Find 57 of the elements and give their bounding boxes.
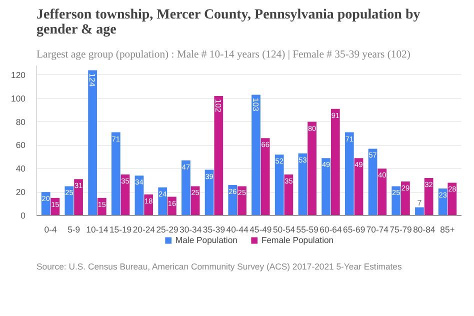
x-tick-label: 45-49 — [250, 224, 272, 234]
x-tick-label: 60-64 — [320, 224, 342, 234]
x-tick-label: 25-29 — [156, 224, 179, 234]
bar — [401, 182, 410, 216]
x-tick-label: 20-24 — [132, 224, 156, 234]
legend-label: Female Population — [261, 235, 334, 245]
x-tick-label: 10-14 — [86, 224, 108, 234]
legend-label: Male Population — [175, 235, 238, 245]
data-label: 102 — [214, 98, 223, 113]
x-tick-label: 75-79 — [390, 224, 412, 234]
chart-subtitle: Largest age group (population) : Male # 10-14 years (124) | Female # 35-39 years (102) — [36, 50, 411, 60]
bar — [260, 138, 270, 216]
x-tick-label: 50-54 — [272, 224, 296, 234]
y-tick-label: 120 — [11, 70, 26, 80]
x-tick-label: 35-39 — [202, 224, 226, 234]
bar — [252, 94, 260, 216]
x-tick-label: 70-74 — [366, 224, 389, 234]
x-tick-label: 30-34 — [180, 224, 202, 234]
x-tick-label: 40-44 — [226, 224, 249, 234]
data-label: 103 — [251, 98, 260, 112]
x-tick-label: 55-59 — [296, 224, 319, 234]
bar — [378, 168, 387, 216]
bar — [158, 187, 168, 216]
x-tick-label: 5-9 — [68, 224, 80, 234]
bar — [298, 153, 308, 216]
bar — [368, 148, 378, 216]
bar — [308, 122, 316, 216]
y-tick-label: 60 — [16, 140, 26, 150]
chart-title: Jefferson township, Mercer County, Pennsylvania population by gender & age — [36, 8, 420, 38]
x-tick-label: 80-84 — [413, 224, 436, 234]
x-tick-label: 15-19 — [109, 224, 132, 234]
y-tick-label: 40 — [16, 164, 26, 174]
bar — [392, 186, 401, 216]
bar — [354, 158, 364, 216]
y-tick-label: 80 — [16, 116, 26, 127]
y-tick-label: 100 — [11, 93, 26, 104]
bar — [344, 132, 354, 216]
bar — [228, 185, 238, 216]
data-label: 7 — [417, 198, 422, 208]
bar — [88, 70, 97, 216]
x-tick-label: 85+ — [440, 224, 455, 234]
x-tick-label: 65-69 — [343, 224, 366, 234]
bar — [214, 96, 224, 216]
source-note: Source: U.S. Census Bureau, American Community Survey (ACS) 2017-2021 5-Year Estimates — [36, 262, 402, 272]
bar — [111, 132, 120, 216]
bar — [322, 158, 330, 216]
y-tick-label: 20 — [16, 187, 26, 198]
bar — [448, 182, 457, 216]
x-tick-label: 0-4 — [44, 224, 57, 234]
bar — [415, 207, 424, 216]
bar — [182, 160, 190, 216]
bar — [74, 179, 83, 216]
data-label: 124 — [88, 73, 97, 88]
bar — [330, 108, 340, 216]
y-tick-label: 0 — [20, 210, 26, 220]
bar — [238, 186, 246, 216]
bar — [274, 154, 284, 216]
